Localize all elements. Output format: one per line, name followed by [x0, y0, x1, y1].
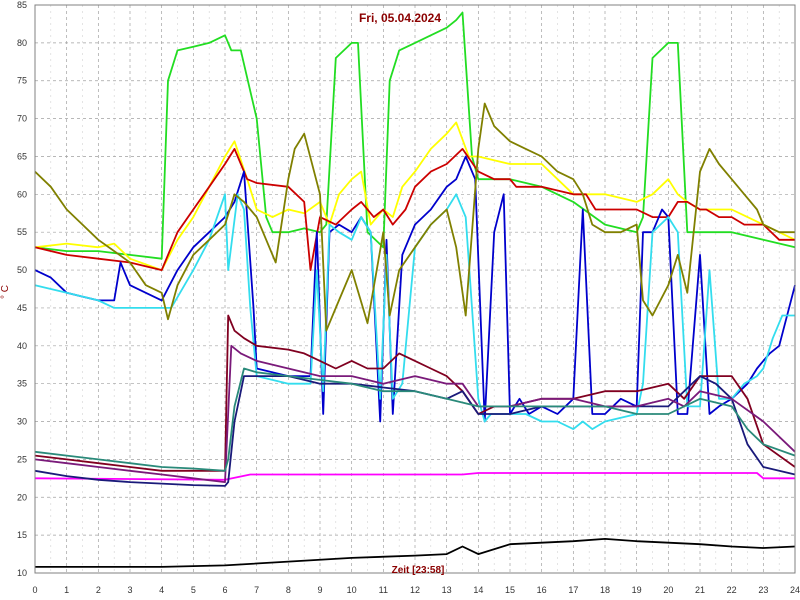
x-tick-label-12: 12: [410, 585, 420, 595]
y-tick-label-1: 15: [17, 530, 27, 540]
series-line-1: [35, 538, 796, 568]
y-tick-label-10: 60: [17, 189, 27, 199]
series-line-7: [34, 102, 795, 332]
x-tick-label-3: 3: [127, 585, 132, 595]
y-tick-label-9: 55: [17, 227, 27, 237]
x-tick-label-11: 11: [379, 585, 388, 595]
y-tick-label-11: 65: [17, 151, 27, 161]
x-tick-label-6: 6: [222, 585, 227, 595]
y-tick-label-6: 40: [17, 341, 27, 351]
y-axis-label: ° C: [0, 285, 11, 299]
x-tick-label-19: 19: [632, 585, 642, 595]
x-tick-label-2: 2: [96, 585, 101, 595]
y-tick-label-2: 20: [17, 492, 27, 502]
x-tick-label-15: 15: [505, 585, 515, 595]
x-tick-label-10: 10: [347, 585, 357, 595]
series-line-8: [34, 314, 796, 472]
series-line-4: [34, 147, 795, 272]
y-tick-label-15: 85: [17, 0, 27, 10]
series-line-5: [34, 155, 796, 423]
x-tick-label-9: 9: [317, 585, 322, 595]
y-tick-label-5: 35: [17, 379, 27, 389]
series-line-10: [34, 344, 796, 484]
y-tick-label-3: 25: [17, 454, 27, 464]
y-tick-label-14: 80: [17, 38, 27, 48]
x-tick-label-13: 13: [442, 585, 452, 595]
y-tick-label-4: 30: [17, 417, 27, 427]
x-tick-label-0: 0: [32, 585, 37, 595]
x-tick-label-21: 21: [695, 585, 705, 595]
x-tick-label-18: 18: [600, 585, 610, 595]
x-tick-label-16: 16: [537, 585, 547, 595]
x-tick-label-4: 4: [159, 585, 164, 595]
x-tick-label-24: 24: [790, 585, 800, 595]
x-tick-label-22: 22: [727, 585, 737, 595]
x-tick-labels: 0 1 2 3 4 5 6 7 8 9 10 11 12 13 14 15 16 17 18 19 20 21 22 23 24: [32, 585, 800, 595]
y-tick-label-12: 70: [17, 114, 27, 124]
y-tick-labels: 10 15 20 25 30 35 40 45 50 55 60 65 70 75 80 85: [17, 0, 27, 578]
plot-frame: [34, 4, 796, 574]
chart-title: Fri, 05.04.2024: [359, 11, 441, 25]
series-line-2: [34, 11, 796, 260]
x-tick-label-1: 1: [64, 585, 69, 595]
x-tick-label-23: 23: [758, 585, 768, 595]
y-tick-label-0: 10: [17, 568, 27, 578]
series-line-9: [34, 375, 796, 487]
series-line-11: [34, 367, 796, 472]
x-tick-label-8: 8: [286, 585, 291, 595]
y-tick-label-13: 75: [17, 76, 27, 86]
y-tick-label-8: 50: [17, 265, 27, 275]
grid: [34, 4, 796, 574]
y-tick-label-7: 45: [17, 303, 27, 313]
x-tick-label-20: 20: [663, 585, 673, 595]
series-group: [34, 11, 796, 568]
x-tick-label-17: 17: [568, 585, 578, 595]
x-tick-label-14: 14: [473, 585, 483, 595]
x-tick-label-5: 5: [191, 585, 196, 595]
x-tick-label-7: 7: [254, 585, 259, 595]
x-axis-label: Zeit [23:58]: [392, 565, 445, 576]
